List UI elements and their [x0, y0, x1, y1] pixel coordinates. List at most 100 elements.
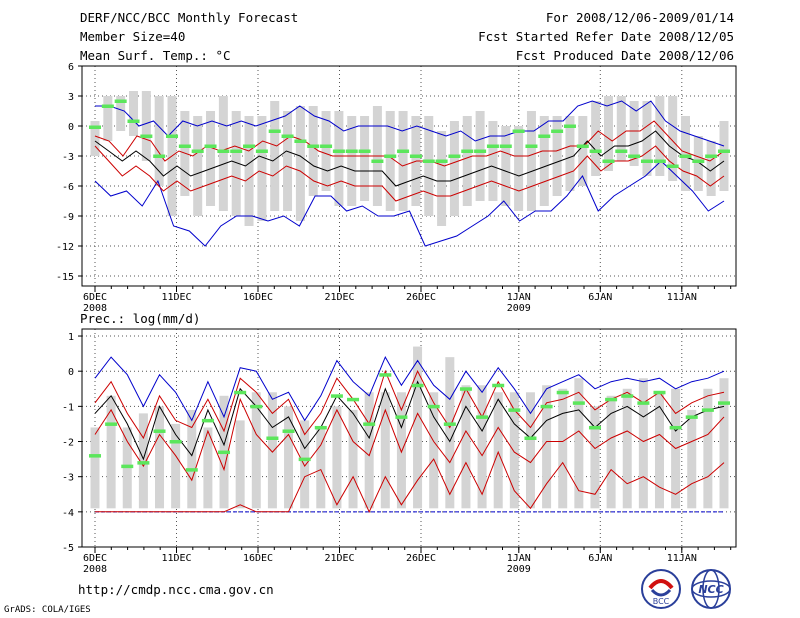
- source-url[interactable]: http://cmdp.ncc.cma.gov.cn: [78, 582, 274, 597]
- box: [638, 378, 648, 509]
- median-marker: [572, 401, 585, 405]
- plot-frame: [81, 328, 737, 548]
- box: [501, 126, 511, 206]
- box: [267, 392, 277, 509]
- median-marker: [692, 159, 705, 163]
- x-tick-label: 6JAN: [588, 292, 612, 303]
- median-marker: [332, 149, 345, 153]
- box: [719, 121, 729, 191]
- box: [364, 392, 374, 509]
- median-marker: [268, 129, 281, 133]
- box: [106, 395, 116, 509]
- box: [526, 111, 536, 211]
- box: [687, 409, 697, 509]
- median-marker: [234, 390, 247, 395]
- x-tick-label: 11DEC: [161, 292, 191, 303]
- box: [103, 96, 113, 141]
- median-series: [89, 373, 730, 472]
- median-marker: [201, 418, 214, 423]
- median-marker: [169, 440, 182, 444]
- panel1-variable-label: Mean Surf. Temp.: °C: [80, 48, 231, 63]
- box: [347, 116, 357, 206]
- forecast-range: For 2008/12/06-2009/01/14: [545, 10, 734, 25]
- median-marker: [476, 415, 489, 419]
- median-marker: [576, 144, 589, 148]
- median-marker: [435, 159, 448, 163]
- median-marker: [166, 134, 179, 138]
- median-marker: [185, 468, 198, 472]
- median-marker: [718, 149, 730, 153]
- median-marker: [486, 144, 499, 148]
- box: [514, 126, 524, 211]
- box: [706, 141, 716, 196]
- box: [680, 116, 690, 191]
- box: [235, 420, 245, 509]
- y-tick-label: 0: [68, 122, 74, 133]
- median-marker: [563, 124, 576, 128]
- median-marker: [615, 149, 628, 153]
- box: [488, 121, 498, 201]
- median-marker: [538, 134, 551, 138]
- box: [462, 116, 472, 206]
- median-marker: [363, 422, 376, 426]
- median-marker: [551, 129, 564, 133]
- plot-frame: [81, 65, 737, 287]
- fcst-started-date: Fcst Started Refer Date 2008/12/05: [478, 29, 734, 44]
- median-marker: [153, 154, 166, 158]
- median-marker: [294, 139, 307, 143]
- x-tick-label: 11JAN: [667, 292, 697, 303]
- box: [461, 385, 471, 509]
- x-tick-label: 21DEC: [324, 292, 354, 303]
- median-marker: [427, 404, 440, 409]
- median-marker: [666, 164, 679, 168]
- box: [90, 121, 100, 156]
- median-marker: [140, 134, 153, 138]
- median-marker: [653, 159, 666, 163]
- upper-std-series: [94, 369, 725, 440]
- median-marker: [540, 404, 553, 409]
- box: [591, 101, 601, 176]
- median-marker: [492, 383, 505, 388]
- median-marker: [105, 422, 118, 426]
- x-year-label: 2008: [83, 303, 107, 314]
- fcst-produced-date: Fcst Produced Date 2008/12/06: [515, 48, 734, 63]
- bcc-logo-text: BCC: [653, 597, 670, 606]
- y-tick-label: -1: [62, 402, 74, 413]
- median-series: [89, 99, 730, 168]
- box: [525, 392, 535, 509]
- box: [321, 111, 331, 191]
- median-marker: [397, 149, 410, 153]
- x-year-label: 2009: [507, 564, 531, 575]
- box: [578, 116, 588, 186]
- y-tick-label: -12: [56, 242, 74, 253]
- mean-series: [94, 130, 725, 187]
- box: [622, 388, 632, 509]
- y-tick-label: 0: [68, 367, 74, 378]
- x-axis: 6DEC 11DEC 16DEC 21DEC 26DEC 1JAN 6JAN 11JAN 200…: [83, 547, 732, 575]
- y-axis: 6 3 0 -3 -6 -9 -12 -15: [56, 62, 736, 283]
- box: [300, 420, 310, 509]
- median-marker: [243, 144, 256, 148]
- x-tick-label: 1JAN: [507, 553, 531, 564]
- median-marker: [512, 129, 525, 133]
- box: [171, 423, 181, 509]
- bcc-logo: BCC: [640, 568, 682, 610]
- median-marker: [459, 387, 472, 391]
- box: [590, 406, 600, 509]
- lower-std-series: [94, 397, 725, 482]
- median-marker: [250, 404, 263, 409]
- box: [155, 406, 165, 509]
- x-tick-label: 16DEC: [243, 292, 273, 303]
- median-marker: [191, 149, 204, 153]
- x-tick-label: 16DEC: [243, 553, 273, 564]
- median-marker: [230, 149, 243, 153]
- box: [257, 116, 267, 221]
- y-tick-label: -3: [62, 473, 74, 484]
- x-tick-label: 21DEC: [324, 553, 354, 564]
- y-tick-label: -15: [56, 272, 74, 283]
- median-marker: [218, 450, 231, 455]
- median-marker: [314, 425, 327, 430]
- mean-series: [94, 380, 725, 461]
- median-marker: [461, 149, 474, 153]
- median-marker: [121, 464, 134, 469]
